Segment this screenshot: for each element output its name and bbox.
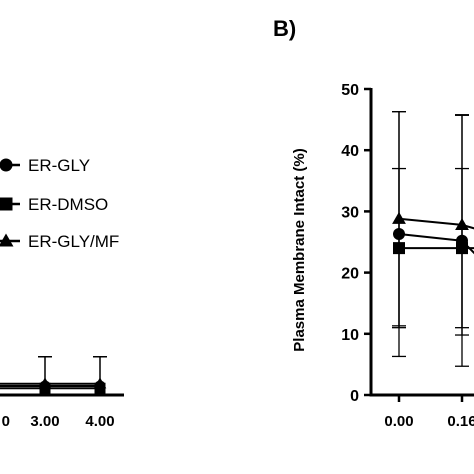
panel-b-y-tick-label: 0 <box>350 388 359 405</box>
panel-b-plot-area <box>392 110 474 367</box>
panel-b-y-tick-label: 30 <box>341 204 359 221</box>
panel-a-legend: ER-GLY ER-DMSO ER-GLY/MF <box>0 156 119 251</box>
panel-b-y-tick-labels: 0 10 20 30 40 50 <box>341 82 359 405</box>
panel-b-y-tick-label: 20 <box>341 266 359 283</box>
panel-a-x-tick-label: 3.00 <box>30 413 59 430</box>
panel-a-point <box>93 377 107 389</box>
panel-b-x-tick-labels: 0.00 0.16 <box>384 413 474 430</box>
panel-b-point <box>393 242 405 255</box>
panel-a-x-tick-label: 0 <box>2 413 10 430</box>
panel-a-chart: 0 3.00 4.00 ER-GLY ER-DMSO ER-GLY/MF <box>0 156 124 430</box>
panel-b-y-tick-label: 50 <box>341 82 359 99</box>
panel-a-legend-label: ER-GLY/MF <box>28 232 119 251</box>
panel-b-y-tick-label: 10 <box>341 327 359 344</box>
panel-a-x-tick-label: 4.00 <box>85 413 114 430</box>
panel-b-label: B) <box>273 16 296 41</box>
circle-marker-icon <box>0 158 13 172</box>
triangle-marker-icon <box>0 233 14 247</box>
panel-b-y-tick-label: 40 <box>341 143 359 160</box>
panel-a-point <box>38 377 52 389</box>
panel-b-x-tick-label: 0.00 <box>384 413 413 430</box>
panel-b-series-line <box>398 233 463 242</box>
panel-a-x-tick-labels: 0 3.00 4.00 <box>2 413 115 430</box>
panel-b-y-axis-label: Plasma Membrane Intact (%) <box>291 148 308 351</box>
square-marker-icon <box>0 197 13 211</box>
panel-b-series-line <box>398 217 463 226</box>
panel-a-legend-label: ER-GLY <box>28 156 90 175</box>
panel-b-point <box>455 217 469 230</box>
panel-a-plot-area <box>0 356 107 395</box>
panel-b-axes <box>364 87 474 402</box>
panel-b-point <box>392 211 406 224</box>
panel-b-point <box>393 228 405 241</box>
panel-b-point <box>456 242 468 255</box>
panel-b-x-tick-label: 0.16 <box>447 413 474 430</box>
panel-b-chart: B) Plasma Membrane Intact (%) 0 10 20 30 40 5… <box>273 16 474 430</box>
panel-a-legend-label: ER-DMSO <box>28 195 108 214</box>
